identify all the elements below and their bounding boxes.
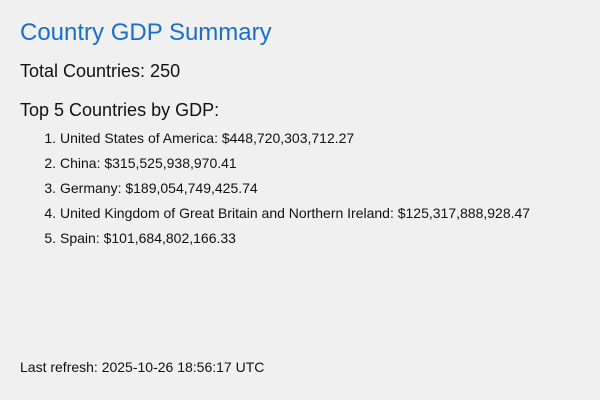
top-countries-heading: Top 5 Countries by GDP: [20, 100, 220, 120]
rank-number: 1. [44, 130, 56, 146]
list-item: 4. United Kingdom of Great Britain and N… [20, 204, 530, 229]
country-gdp-text: United States of America: $448,720,303,7… [60, 130, 355, 146]
country-gdp-text: Spain: $101,684,802,166.33 [60, 230, 236, 246]
rank-number: 4. [44, 205, 56, 221]
list-item: 2. China: $315,525,938,970.41 [20, 154, 530, 179]
rank-number: 3. [44, 180, 56, 196]
country-gdp-text: United Kingdom of Great Britain and Nort… [60, 205, 531, 221]
country-gdp-text: Germany: $189,054,749,425.74 [60, 180, 258, 196]
top-countries-list: 1. United States of America: $448,720,30… [20, 129, 530, 254]
last-refresh-timestamp: Last refresh: 2025-10-26 18:56:17 UTC [20, 359, 265, 375]
rank-number: 2. [44, 155, 56, 171]
total-countries-text: Total Countries: 250 [20, 61, 181, 81]
list-item: 5. Spain: $101,684,802,166.33 [20, 229, 530, 254]
page-title: Country GDP Summary [20, 19, 272, 46]
list-item: 1. United States of America: $448,720,30… [20, 129, 530, 154]
country-gdp-text: China: $315,525,938,970.41 [60, 155, 237, 171]
rank-number: 5. [44, 230, 56, 246]
list-item: 3. Germany: $189,054,749,425.74 [20, 179, 530, 204]
